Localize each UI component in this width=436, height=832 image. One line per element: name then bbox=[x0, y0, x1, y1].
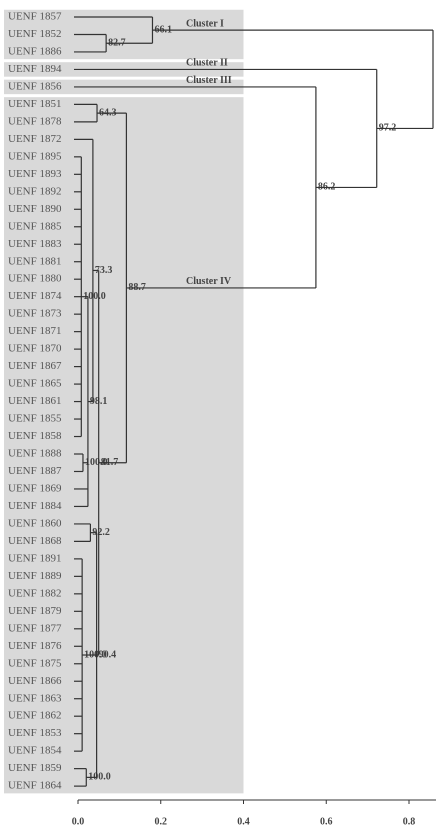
leaf-label: UENF 1877 bbox=[8, 622, 62, 634]
leaf-label: UENF 1852 bbox=[8, 28, 61, 40]
leaf-label: UENF 1872 bbox=[8, 133, 61, 145]
leaf-label: UENF 1886 bbox=[8, 45, 62, 57]
leaf-label: UENF 1851 bbox=[8, 98, 61, 110]
leaf-label: UENF 1854 bbox=[8, 745, 62, 757]
leaf-label: UENF 1889 bbox=[8, 570, 62, 582]
cluster-band bbox=[4, 9, 244, 60]
cluster-label: Cluster II bbox=[186, 58, 228, 69]
leaf-label: UENF 1883 bbox=[8, 238, 62, 250]
leaf-label: UENF 1868 bbox=[8, 535, 62, 547]
leaf-label: UENF 1857 bbox=[8, 11, 62, 23]
leaf-label: UENF 1859 bbox=[8, 762, 62, 774]
leaf-label: UENF 1867 bbox=[8, 360, 62, 372]
cluster-band bbox=[4, 97, 244, 794]
leaf-label: UENF 1869 bbox=[8, 482, 62, 494]
leaf-label: UENF 1879 bbox=[8, 605, 62, 617]
leaf-label: UENF 1884 bbox=[8, 500, 62, 512]
leaf-label: UENF 1863 bbox=[8, 692, 62, 704]
leaf-label: UENF 1885 bbox=[8, 220, 62, 232]
leaf-label: UENF 1874 bbox=[8, 290, 62, 302]
leaf-label: UENF 1880 bbox=[8, 273, 62, 285]
leaf-label: UENF 1892 bbox=[8, 185, 61, 197]
leaf-label: UENF 1888 bbox=[8, 448, 62, 460]
cluster-label: Cluster III bbox=[186, 75, 232, 86]
leaf-label: UENF 1891 bbox=[8, 552, 61, 564]
leaf-label: UENF 1870 bbox=[8, 343, 62, 355]
leaf-label: UENF 1856 bbox=[8, 80, 62, 92]
support-label: 73.3 bbox=[95, 265, 113, 276]
leaf-label: UENF 1864 bbox=[8, 780, 62, 792]
leaf-label: UENF 1866 bbox=[8, 675, 62, 687]
leaf-label: UENF 1862 bbox=[8, 710, 61, 722]
leaf-label: UENF 1894 bbox=[8, 63, 62, 75]
leaf-label: UENF 1855 bbox=[8, 413, 62, 425]
leaf-label: UENF 1865 bbox=[8, 378, 62, 390]
leaf-label: UENF 1882 bbox=[8, 587, 61, 599]
x-tick-label: 0.8 bbox=[403, 816, 416, 827]
leaf-label: UENF 1895 bbox=[8, 150, 62, 162]
support-label: 92.2 bbox=[92, 527, 110, 538]
support-label: 90.4 bbox=[99, 649, 117, 660]
x-tick-label: 0.0 bbox=[72, 816, 85, 827]
leaf-label: UENF 1878 bbox=[8, 115, 62, 127]
cluster-bands bbox=[4, 9, 244, 794]
support-label: 100.0 bbox=[88, 772, 111, 783]
support-label: 100.0 bbox=[85, 457, 108, 468]
leaf-label: UENF 1871 bbox=[8, 325, 61, 337]
x-tick-label: 0.6 bbox=[320, 816, 333, 827]
leaf-label: UENF 1873 bbox=[8, 308, 62, 320]
leaf-label: UENF 1893 bbox=[8, 168, 62, 180]
leaf-label: UENF 1876 bbox=[8, 640, 62, 652]
cluster-label: Cluster IV bbox=[186, 276, 232, 287]
cluster-label: Cluster I bbox=[186, 18, 224, 29]
leaf-label: UENF 1858 bbox=[8, 430, 62, 442]
leaf-label: UENF 1853 bbox=[8, 727, 62, 739]
leaf-label: UENF 1887 bbox=[8, 465, 62, 477]
leaf-label: UENF 1890 bbox=[8, 203, 62, 215]
leaf-label: UENF 1860 bbox=[8, 517, 62, 529]
leaf-label: UENF 1861 bbox=[8, 395, 61, 407]
x-tick-label: 0.2 bbox=[155, 816, 168, 827]
support-label: 100.0 bbox=[83, 291, 106, 302]
x-tick-label: 0.4 bbox=[237, 816, 250, 827]
leaf-label: UENF 1875 bbox=[8, 657, 62, 669]
leaf-label: UENF 1881 bbox=[8, 255, 61, 267]
